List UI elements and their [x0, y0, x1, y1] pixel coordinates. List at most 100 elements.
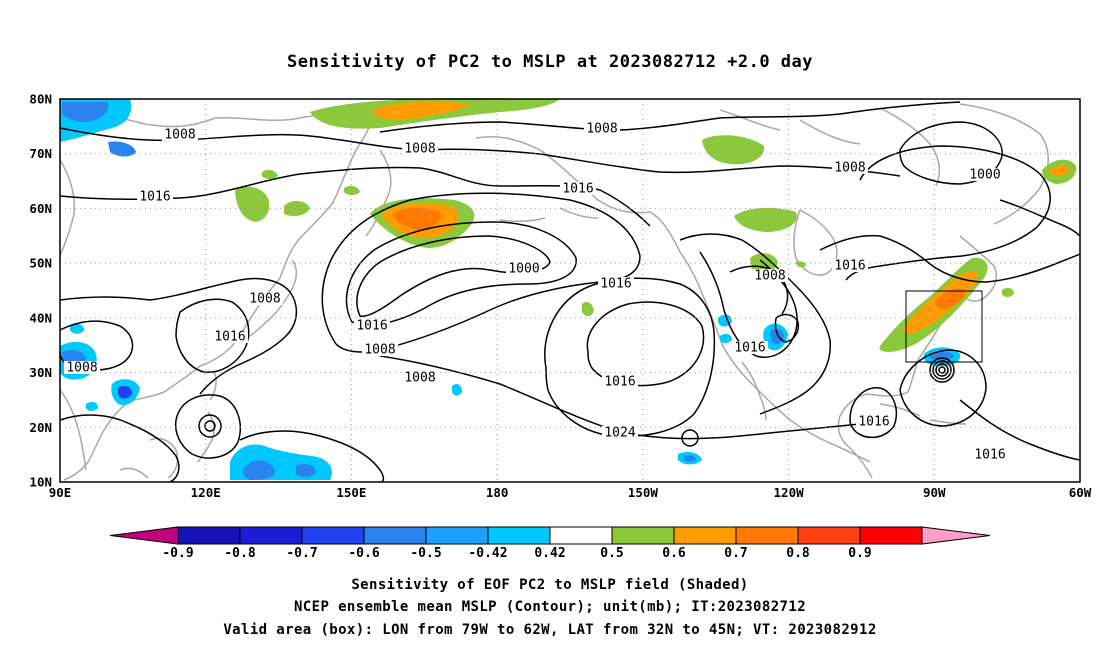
coast-india [59, 389, 87, 471]
coast-asia-east [63, 107, 381, 481]
caption-line-2: NCEP ensemble mean MSLP (Contour); unit(… [294, 599, 806, 615]
contour-label-bg [506, 262, 542, 275]
contour-label-bg [162, 128, 198, 141]
pos-patch-small-3 [344, 185, 360, 195]
pos-patch-arctic-band-core [372, 101, 470, 120]
contour-1016-asia [59, 277, 298, 395]
contour-1008-na [699, 251, 798, 358]
contour-label: 1024 [604, 426, 635, 441]
contour-label-bg [560, 182, 596, 195]
colorbar-box [239, 526, 303, 545]
coastlines [59, 101, 1049, 481]
contour-label-bg [972, 448, 1008, 461]
contour-label-bg [64, 361, 100, 374]
contour-label-bg [832, 259, 868, 272]
contour-label: 1008 [404, 142, 435, 157]
contour-hurricane-2 [935, 363, 949, 377]
contour-1008-low [345, 221, 577, 326]
contour-labels: 1008 1008 1016 1008 1016 1008 1016 1008 1008 1016… [64, 122, 1008, 463]
lat-tick-label: 10N [29, 475, 52, 490]
neg-patch-small-9-core [684, 455, 696, 462]
contour-atlantic-north [999, 199, 1081, 237]
colorbar-label: -0.9 [162, 546, 193, 561]
contour-label: 1008 [754, 269, 785, 284]
contour-1024-high [586, 301, 705, 387]
contour-label-bg [212, 330, 248, 343]
lon-tick-label: 60W [1069, 485, 1092, 500]
coast-alaska [475, 135, 681, 253]
neg-patch-west-2-core [118, 386, 132, 399]
contour-1008-atlantic [845, 145, 1051, 281]
contour-label-bg [598, 277, 634, 290]
colorbar-label: 0.42 [534, 546, 565, 561]
coast-europe [59, 159, 76, 257]
graticule [60, 99, 1081, 482]
pos-patch-small-4 [796, 261, 806, 268]
contour-label: 1008 [586, 122, 617, 137]
caption-line-1: Sensitivity of EOF PC2 to MSLP field (Sh… [351, 577, 748, 593]
neg-patch-west-4 [86, 401, 98, 411]
colorbar-box [301, 526, 365, 545]
neg-patch-tropical-core [243, 460, 275, 480]
colorbar-low-extend [109, 526, 179, 545]
contour-label: 1008 [404, 371, 435, 386]
neg-patch-arctic-west-core [62, 102, 109, 122]
neg-patch-small-8 [452, 384, 462, 396]
contour-small-ring [681, 429, 699, 447]
contour-label: 1008 [364, 343, 395, 358]
neg-patch-tropical-core-2 [296, 464, 316, 477]
contour-1016-atlantic-south [959, 399, 1081, 461]
contour-label-bg [362, 343, 398, 356]
colorbar-label: 0.5 [600, 546, 623, 561]
coast-caribbean [879, 403, 967, 425]
lat-tick-label: 70N [29, 146, 52, 161]
contour-label: 1016 [974, 448, 1005, 463]
colorbar-box [673, 526, 737, 545]
chart-title: Sensitivity of PC2 to MSLP at 2023082712… [287, 52, 813, 72]
lon-tick-label: 150W [628, 485, 659, 500]
colorbar-box [425, 526, 489, 545]
coast-arctic-canada [719, 107, 941, 187]
colorbar-label: -0.42 [468, 546, 507, 561]
contour-label-bg [602, 426, 638, 439]
pos-patch-pacific [582, 302, 594, 317]
contour-label-bg [247, 292, 283, 305]
pos-patch-beaufort [702, 135, 765, 165]
lat-tick-label: 60N [29, 201, 52, 216]
contour-tropics-mid [239, 430, 385, 483]
contour-label: 1000 [508, 262, 539, 277]
contour-label: 1008 [834, 161, 865, 176]
neg-patch-small-7 [720, 333, 732, 343]
contour-label-bg [402, 371, 438, 384]
contour-1016-na [679, 233, 831, 415]
contour-label: 1016 [834, 259, 865, 274]
lon-axis: 90E 120E 150E 180 150W 120W 90W 60W [49, 485, 1092, 500]
coast-kamchatka [365, 149, 392, 237]
contour-label: 1008 [164, 128, 195, 143]
contour-label-bg [732, 341, 768, 354]
colorbar-box [611, 526, 675, 545]
contour-label-bg [137, 190, 173, 203]
contour-typhoon-1 [204, 420, 216, 432]
contour-label: 1016 [604, 375, 635, 390]
pos-patch-okhotsk [284, 200, 310, 216]
pos-patch-siberia [235, 186, 270, 222]
contour-label-bg [354, 319, 390, 332]
contour-label-bg [832, 161, 868, 174]
pos-patch-kamchatka-core [392, 207, 441, 230]
pos-patch-greenland-core [1050, 165, 1070, 177]
lon-tick-label: 150E [336, 485, 366, 500]
colorbar-label: 0.7 [724, 546, 747, 561]
contour-label-bg [856, 415, 892, 428]
colorbar-box [549, 526, 613, 545]
pos-patch-small-5 [1002, 287, 1014, 297]
contour-1016-high-ring [544, 277, 716, 438]
colorbar-label: 0.8 [786, 546, 810, 561]
lon-tick-label: 120E [191, 485, 221, 500]
lon-tick-label: 180 [486, 485, 509, 500]
contour-typhoon-3 [174, 394, 241, 459]
contour-label: 1016 [214, 330, 245, 345]
contour-hurricane-3 [932, 360, 952, 380]
pos-patch-valid-band-core [935, 288, 966, 309]
contour-label: 1016 [356, 319, 387, 334]
